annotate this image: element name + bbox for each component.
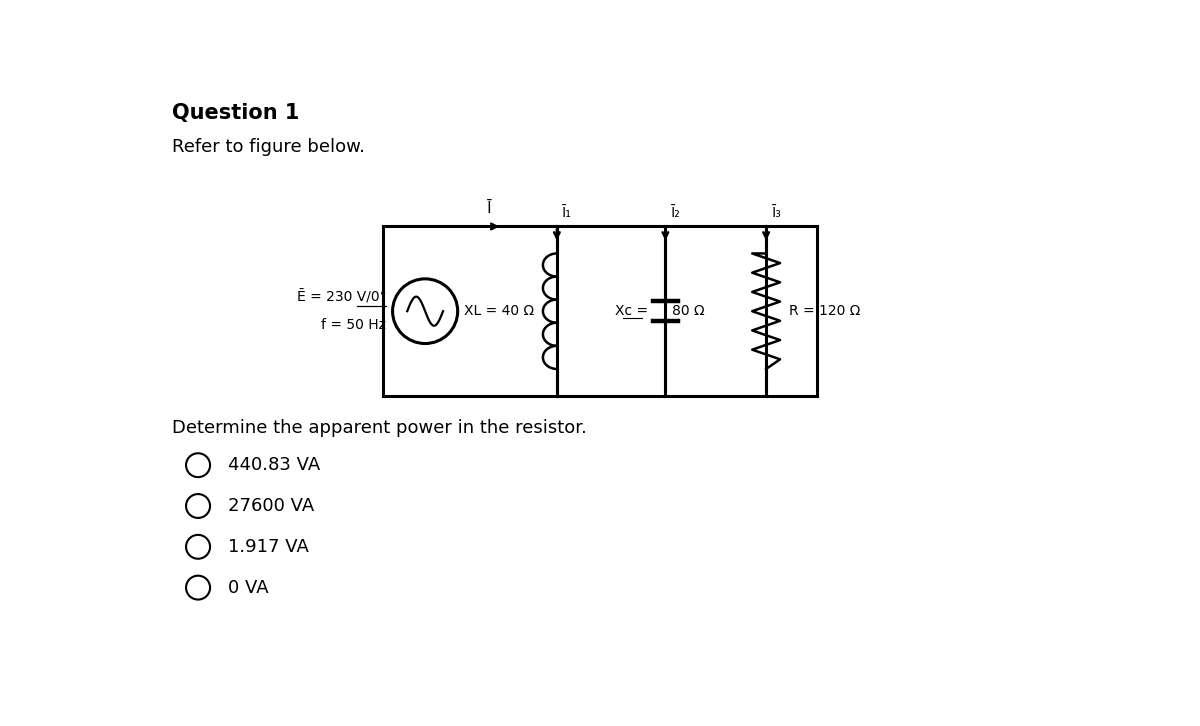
Text: R = 120 Ω: R = 120 Ω bbox=[790, 304, 860, 318]
Text: 440.83 VA: 440.83 VA bbox=[228, 456, 319, 474]
Text: Question 1: Question 1 bbox=[172, 103, 299, 123]
Text: XL = 40 Ω: XL = 40 Ω bbox=[463, 304, 534, 318]
Text: Determine the apparent power in the resistor.: Determine the apparent power in the resi… bbox=[172, 419, 587, 437]
Text: 0 VA: 0 VA bbox=[228, 579, 268, 597]
Text: 1.917 VA: 1.917 VA bbox=[228, 538, 308, 556]
Text: Ī₃: Ī₃ bbox=[772, 206, 781, 220]
Text: f = 50 Hz: f = 50 Hz bbox=[322, 318, 386, 332]
Text: Xc =: Xc = bbox=[616, 304, 648, 318]
Text: 27600 VA: 27600 VA bbox=[228, 497, 313, 515]
Text: Ī₂: Ī₂ bbox=[671, 206, 680, 220]
Text: 80 Ω: 80 Ω bbox=[672, 304, 704, 318]
Text: Ī₁: Ī₁ bbox=[563, 206, 572, 220]
Text: Refer to figure below.: Refer to figure below. bbox=[172, 138, 365, 156]
Text: Ē = 230 V/0°: Ē = 230 V/0° bbox=[296, 290, 386, 304]
Text: Ī: Ī bbox=[487, 200, 492, 216]
